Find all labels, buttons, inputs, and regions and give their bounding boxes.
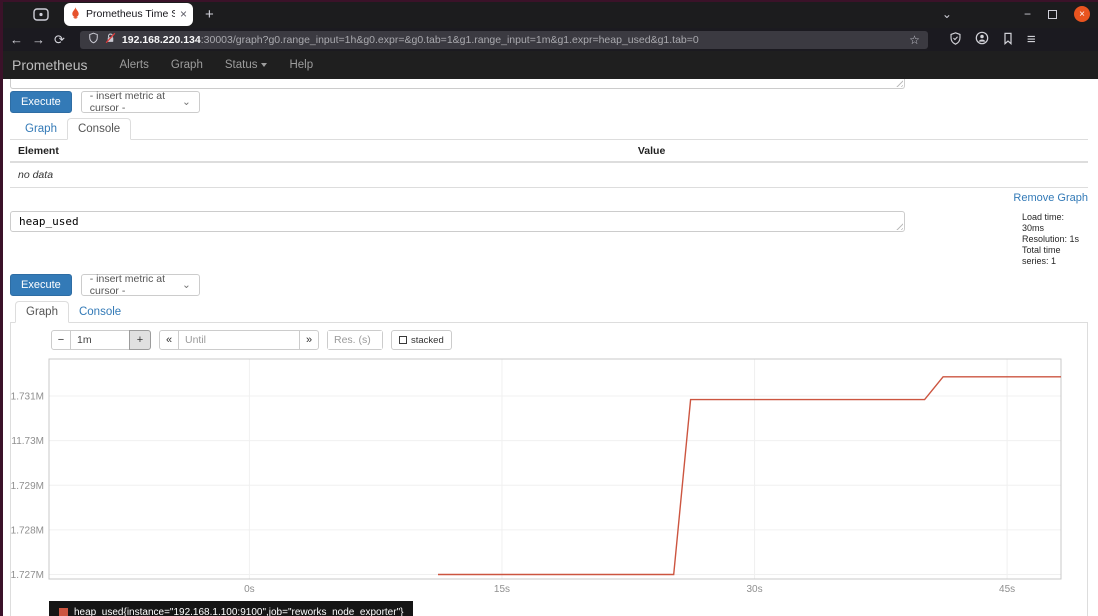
total-series: Total time series: 1 — [1022, 245, 1061, 266]
resize-handle-icon[interactable] — [894, 221, 903, 230]
tracking-protection-icon[interactable] — [88, 32, 99, 47]
svg-text:11.728M: 11.728M — [11, 525, 44, 536]
nav-status[interactable]: Status — [225, 59, 268, 71]
tabs-g1: Graph Console — [10, 301, 1088, 323]
svg-text:11.727M: 11.727M — [11, 570, 44, 581]
no-data-cell: no data — [10, 162, 1088, 188]
url-path: :30003/graph?g0.range_input=1h&g0.expr=&… — [200, 33, 699, 46]
chevron-down-icon: ⌄ — [181, 96, 191, 108]
prometheus-flame-icon — [70, 6, 81, 22]
desktop-edge — [0, 0, 3, 616]
svg-text:30s: 30s — [746, 584, 762, 595]
tab-console-g1[interactable]: Console — [78, 306, 122, 318]
minimize-button[interactable]: − — [1023, 7, 1031, 21]
reload-icon[interactable]: ⟳ — [54, 32, 65, 47]
time-forward-button[interactable]: » — [299, 330, 319, 350]
window-close-button[interactable]: × — [1074, 6, 1090, 22]
query-stats: Load time: 30ms Resolution: 1s Total tim… — [1022, 211, 1088, 267]
resolution-input[interactable] — [328, 331, 382, 349]
tab-close-icon[interactable]: × — [179, 7, 187, 21]
account-icon[interactable] — [975, 31, 989, 48]
graph-controls: − + « » stacked — [51, 330, 1087, 350]
tab-list-chevron-icon[interactable]: ⌄ — [941, 7, 952, 21]
range-decrease-button[interactable]: − — [51, 330, 71, 350]
expression-text: heap_used — [19, 215, 79, 228]
svg-text:45s: 45s — [999, 584, 1015, 595]
url-host: 192.168.220.134 — [121, 33, 201, 46]
resize-handle-icon[interactable] — [894, 78, 903, 87]
browser-titlebar: Prometheus Time Series × + ⌄ − × — [0, 0, 1098, 28]
svg-text:11.73M: 11.73M — [11, 436, 44, 447]
expression-input-g0[interactable] — [10, 78, 905, 89]
console-table: Element Value no data — [10, 141, 1088, 188]
until-input[interactable] — [179, 331, 299, 349]
svg-text:0s: 0s — [244, 584, 255, 595]
tab-graph-g0[interactable]: Graph — [25, 123, 57, 135]
camera-icon — [26, 7, 56, 21]
col-element: Element — [10, 141, 630, 163]
metric-select-g1[interactable]: - insert metric at cursor - ⌄ — [80, 273, 200, 297]
insecure-lock-icon[interactable] — [105, 32, 116, 47]
execute-button-g0[interactable]: Execute — [10, 91, 72, 113]
maximize-button[interactable] — [1048, 9, 1057, 19]
menu-icon[interactable]: ≡ — [1026, 31, 1036, 48]
browser-urlbar: ← → ⟳ 192.168.220.134:30003/graph?g0.ran… — [0, 28, 1098, 51]
nav-help[interactable]: Help — [289, 59, 314, 71]
bookmark-star-icon[interactable]: ☆ — [909, 32, 920, 47]
range-increase-button[interactable]: + — [129, 330, 151, 350]
time-back-button[interactable]: « — [159, 330, 179, 350]
expression-input-g1[interactable]: heap_used — [10, 211, 905, 232]
chevron-down-icon: ⌄ — [181, 279, 191, 291]
tab-title: Prometheus Time Series — [86, 8, 175, 20]
url-text: 192.168.220.134:30003/graph?g0.range_inp… — [122, 34, 903, 46]
checkbox-icon — [399, 336, 407, 344]
tab-graph-g1[interactable]: Graph — [15, 301, 69, 323]
url-field[interactable]: 192.168.220.134:30003/graph?g0.range_inp… — [79, 30, 928, 49]
protections-shield-icon[interactable] — [949, 31, 962, 48]
load-time: Load time: 30ms — [1022, 212, 1065, 233]
range-input[interactable] — [71, 331, 129, 349]
execute-button-g1[interactable]: Execute — [10, 274, 72, 296]
legend-label: heap_used{instance="192.168.1.100:9100",… — [74, 607, 404, 616]
prometheus-navbar: Prometheus Alerts Graph Status Help — [0, 51, 1098, 79]
svg-text:11.731M: 11.731M — [11, 392, 44, 403]
caret-down-icon — [261, 63, 268, 67]
tab-console-g0[interactable]: Console — [66, 118, 132, 140]
col-value: Value — [629, 141, 1088, 163]
svg-text:15s: 15s — [494, 584, 510, 595]
remove-graph-link-g0[interactable]: Remove Graph — [1013, 192, 1088, 204]
legend-swatch — [59, 608, 68, 616]
tabs-g0: Graph Console — [10, 118, 1088, 140]
back-icon[interactable]: ← — [10, 32, 23, 47]
browser-tab[interactable]: Prometheus Time Series × — [64, 2, 193, 26]
graph-panel: − + « » stacked 11.727M11.728M11.729M11.… — [6, 323, 1089, 616]
desktop-top-edge — [0, 0, 1098, 2]
svg-text:11.729M: 11.729M — [11, 481, 44, 492]
time-series-chart[interactable]: 11.727M 11.728M 11.729M 11.73M 11.731M 0s 15s 3… — [6, 355, 1089, 595]
brand-prometheus[interactable]: Prometheus — [12, 57, 88, 73]
sidebar-icon[interactable] — [1002, 32, 1014, 48]
forward-icon[interactable]: → — [32, 32, 45, 47]
stacked-toggle[interactable]: stacked — [391, 330, 452, 350]
new-tab-button[interactable]: + — [205, 5, 214, 23]
nav-alerts[interactable]: Alerts — [119, 59, 149, 71]
resolution: Resolution: 1s — [1022, 234, 1080, 244]
metric-select-g0[interactable]: - insert metric at cursor - ⌄ — [80, 90, 200, 114]
nav-graph[interactable]: Graph — [170, 59, 203, 71]
series-legend[interactable]: heap_used{instance="192.168.1.100:9100",… — [49, 601, 414, 616]
